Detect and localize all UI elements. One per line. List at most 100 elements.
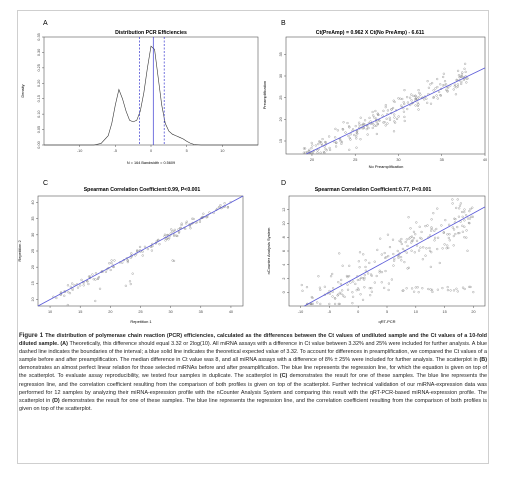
panel-b-point [384,124,387,127]
panel-b-point [399,97,402,100]
panel-c-y-tick-label-3: 25 [31,249,35,253]
panel-c-point [76,286,80,289]
panel-c-y-tick-label-5: 35 [31,217,35,221]
panel-d-point [441,286,444,290]
panel-d-point [458,204,462,207]
panel-c-regression-line [37,195,244,307]
panel-d-point [346,275,349,279]
panel-d-point [468,217,472,220]
panel-b-point [414,104,417,107]
panel-c-point [143,245,147,248]
panel-b-point [464,62,467,65]
panel-d-point [452,289,456,292]
panel-d-point [331,272,334,276]
panel-d-point [437,236,440,239]
panel-d-y-tick-label-1: 2 [282,277,286,279]
panel-d-point [336,294,339,297]
panel-a-title: Distribution PCR Efficiencies [115,30,187,36]
panel-c-point [91,273,94,276]
panel-b-point [432,89,435,92]
panel-c-point [198,220,202,223]
panel-d-point [414,233,417,236]
panel-d-point [465,214,468,217]
panel-b-x-tick-label-3: 35 [440,158,444,162]
panel-b-point [463,67,466,70]
panel-c-point [108,262,111,265]
panel-b-point [435,94,438,97]
panel-b-point [339,138,342,141]
panel-d-point [393,259,396,262]
panel-b-point [302,151,305,154]
panel-b-point [335,141,338,144]
panel-d-point [329,275,333,278]
panel-d-point [438,261,441,265]
panel-d-point [448,239,451,242]
panel-d-point [348,274,351,278]
panel-a-x-tick-label-3: 5 [186,149,188,153]
panel-b-point [382,109,385,112]
panel-b-y-ticks: 15 20 25 30 35 [279,52,286,143]
panel-d-point [355,289,358,292]
figure-title: The distribution of polymerase chain rea… [19,333,487,348]
panel-b-point [434,87,437,90]
panel-b-point [460,82,463,85]
panel-c-point [110,259,113,262]
panel-d-point [340,292,343,295]
panel-b-point [377,113,380,116]
panel-d-point [368,261,371,265]
panel-letter-d: D [281,180,286,187]
panel-b-point [374,109,377,113]
panel-d-point [444,219,447,222]
panel-d-point [328,292,332,295]
panel-c-point [67,291,70,294]
panel-b-point [311,144,314,147]
panel-d-point [470,215,473,218]
panel-d-point [441,247,444,250]
panel-b-point [457,74,461,77]
panel-d-point [397,255,400,258]
panel-d-point [364,259,367,262]
panel-b-point [429,83,432,86]
panel-d-point [356,278,359,282]
panel-d-regression-line [304,206,486,307]
panel-c-point [205,216,208,219]
panel-d-point [338,252,341,255]
panel-b-point [397,97,400,100]
panel-d-point [413,251,416,254]
panel-d-point [318,286,322,289]
panel-c-point [188,224,192,228]
panel-b-point [384,104,387,107]
panel-d-point [461,230,464,233]
panel-d-y-tick-label-2: 4 [282,264,286,266]
panel-b-point [334,127,337,130]
panel-c-point [171,230,174,233]
panel-d-points [300,198,475,306]
panel-b-point [444,83,448,86]
panel-d-point [403,249,406,253]
panel-b-point [316,151,319,154]
panel-d-point [432,212,435,215]
panel-b-point [349,138,352,141]
panel-d-point [403,261,406,264]
panel-letter-b: B [281,20,286,27]
panel-d-point [370,286,373,290]
panel-b-point [460,75,463,78]
panel-d-point [356,287,360,290]
panel-c-point [202,212,205,215]
panel-d-point [310,296,313,299]
panel-c-y-tick-label-1: 15 [31,281,35,285]
panel-d-ylabel: nCounter Analysis System [266,227,271,274]
panel-d-point [338,291,342,294]
panel-c-point [87,275,91,278]
panel-d-point [468,222,471,225]
panel-b-point [362,122,365,125]
panel-b-y-tick-label-3: 30 [279,74,283,78]
panel-a-y-tick-label-7: 0.35 [37,33,41,40]
panel-d-point [351,291,354,294]
panel-b-point [328,146,331,150]
panel-d-point [305,286,309,289]
panel-c-point [98,287,102,290]
panel-b-point [416,104,420,107]
panel-d-point [380,253,383,256]
panel-b-point [447,86,450,89]
